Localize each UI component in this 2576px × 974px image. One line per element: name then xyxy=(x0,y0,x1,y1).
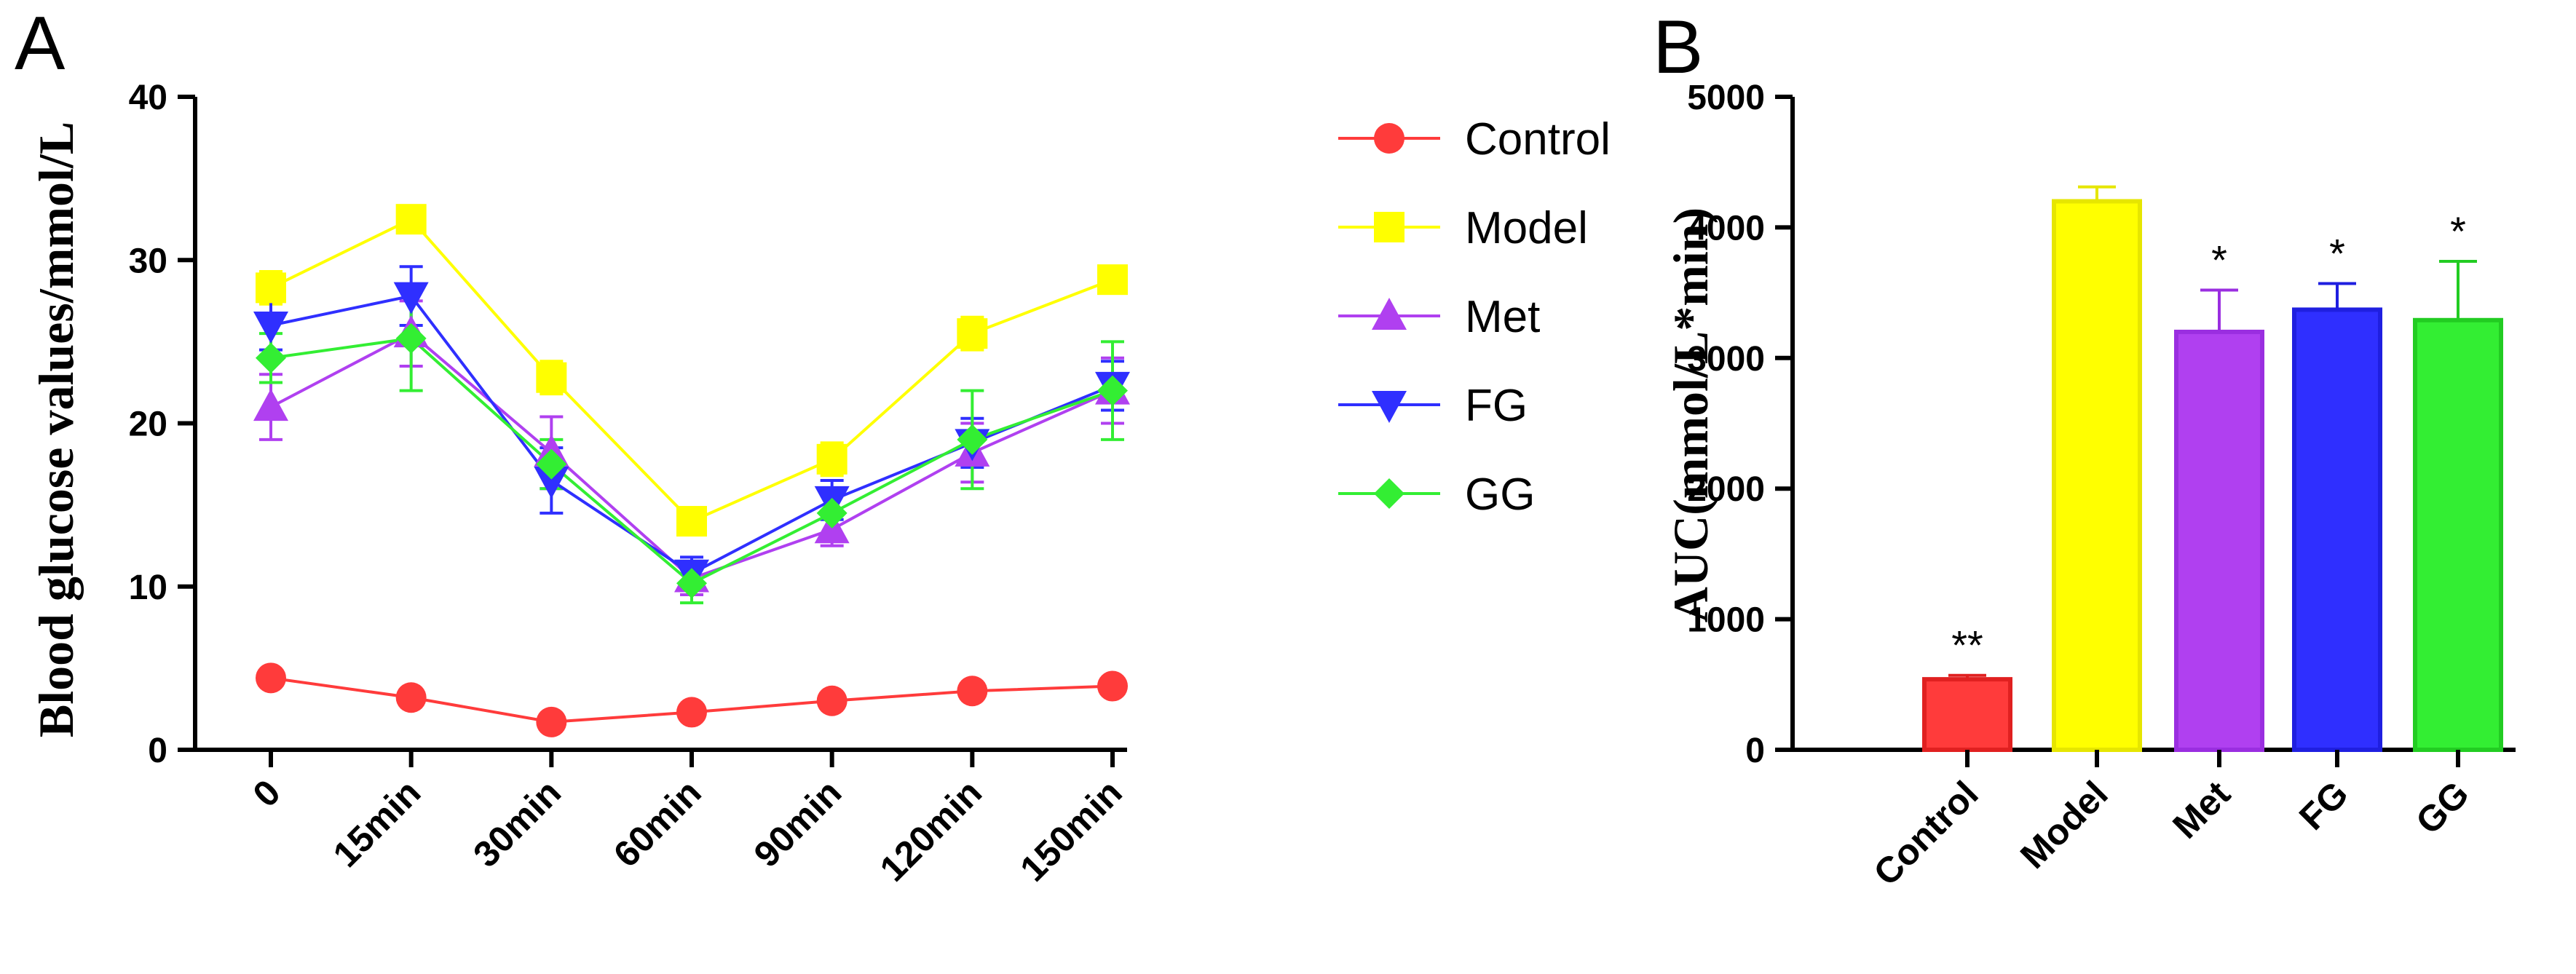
data-point-control xyxy=(816,685,848,716)
panel-a-y-tick-label: 20 xyxy=(129,405,167,444)
data-point-gg xyxy=(676,568,707,599)
panel-b-y-tick-label: 5000 xyxy=(1687,79,1765,117)
significance-met: * xyxy=(2211,237,2227,283)
data-point-control xyxy=(536,706,567,737)
panel-a-y-tick-label: 30 xyxy=(129,242,167,280)
data-point-fg xyxy=(534,466,569,499)
data-point-model xyxy=(395,204,427,235)
data-point-control xyxy=(676,697,707,728)
panel-a-error-bars xyxy=(259,207,1124,727)
panel-a-line-chart: A Blood glucose values/mmol/L 010203040 … xyxy=(15,1,1130,890)
significance-control: ** xyxy=(1951,622,1983,668)
legend-label-gg: GG xyxy=(1465,470,1535,520)
panel-b-y-tick-label: 3000 xyxy=(1687,340,1765,379)
panel-a-x-tick-label: 120min xyxy=(872,772,989,889)
panel-b-letter: B xyxy=(1653,5,1703,90)
panel-b-x-tick-label: GG xyxy=(2408,773,2477,842)
panel-a-y-tick-label: 0 xyxy=(148,732,167,770)
data-point-gg xyxy=(536,448,567,480)
panel-b-x-tick-label: Met xyxy=(2165,773,2238,847)
panel-a-y-axis-title: Blood glucose values/mmol/L xyxy=(28,122,84,737)
panel-b-y-tick-label: 1000 xyxy=(1687,601,1765,640)
legend-marker-fg xyxy=(1372,391,1407,423)
series-line-model xyxy=(270,217,1113,523)
panel-b-x-tick-label: Control xyxy=(1866,773,1986,893)
panel-b-y-tick-label: 4000 xyxy=(1687,209,1765,248)
legend-marker-gg xyxy=(1374,478,1404,509)
panel-a-x-tick-labels: 0 15min 30min 60min 90min 120min 150min xyxy=(245,750,1130,890)
data-point-gg xyxy=(1097,375,1128,406)
panel-a-x-tick-label: 150min xyxy=(1012,772,1129,889)
panel-b-y-tick-label: 2000 xyxy=(1687,470,1765,509)
panel-b-bar-chart: B AUC(mmol/L*min) 010002000300040005000 … xyxy=(1653,5,2516,893)
bar-met xyxy=(2174,329,2264,753)
legend: Control Model Met FG GG xyxy=(1338,114,1611,520)
data-point-control xyxy=(957,676,988,707)
panel-a-letter: A xyxy=(15,1,66,86)
data-point-gg xyxy=(395,322,427,354)
panel-b-x-tick-label: FG xyxy=(2291,773,2356,838)
legend-label-fg: FG xyxy=(1465,381,1528,431)
legend-marker-control xyxy=(1374,123,1404,154)
data-point-model xyxy=(957,318,988,349)
data-point-control xyxy=(1097,670,1128,702)
legend-marker-met xyxy=(1372,298,1407,330)
legend-label-model: Model xyxy=(1465,203,1588,253)
panel-a-markers xyxy=(253,204,1130,737)
data-point-gg xyxy=(957,424,988,455)
panel-b-y-tick-label: 0 xyxy=(1745,732,1765,770)
panel-a-y-tick-label: 40 xyxy=(129,79,167,117)
data-point-met xyxy=(253,389,288,421)
panel-a-x-tick-label: 0 xyxy=(245,772,288,815)
data-point-fg xyxy=(253,311,288,344)
panel-b-x-tick-labels: Control Model Met FG GG xyxy=(1866,750,2477,893)
data-point-model xyxy=(536,362,567,393)
panel-a-axes: 0 10 20 30 40 xyxy=(129,79,1127,770)
legend-marker-model xyxy=(1374,212,1404,242)
bar-control xyxy=(1922,677,2012,753)
legend-label-control: Control xyxy=(1465,114,1611,165)
panel-b-x-tick-label: Model xyxy=(2012,773,2116,876)
panel-b-axes: 0 1000 2000 3000 4000 5000 xyxy=(1687,79,2516,770)
bar-gg xyxy=(2413,317,2503,752)
panel-a-x-tick-label: 30min xyxy=(465,772,569,875)
legend-label-met: Met xyxy=(1465,292,1540,342)
data-point-model xyxy=(256,272,286,304)
panel-a-series-lines xyxy=(270,217,1113,724)
data-point-control xyxy=(256,662,286,694)
panel-b-y-axis-title: AUC(mmol/L*min) xyxy=(1663,207,1718,622)
data-point-model xyxy=(1097,264,1128,296)
panel-b-bars: *** * * xyxy=(1922,185,2503,753)
series-line-met xyxy=(270,331,1113,580)
data-point-gg xyxy=(256,342,286,373)
panel-a-x-tick-label: 60min xyxy=(606,772,709,875)
data-point-model xyxy=(676,506,707,537)
significance-gg: * xyxy=(2450,208,2466,254)
panel-a-y-tick-label: 10 xyxy=(129,569,167,607)
bar-fg xyxy=(2292,307,2382,752)
panel-a-x-tick-label: 90min xyxy=(746,772,850,875)
data-point-gg xyxy=(816,497,848,528)
bar-model xyxy=(2052,199,2142,752)
data-point-fg xyxy=(393,282,429,314)
data-point-model xyxy=(816,443,848,475)
data-point-control xyxy=(395,682,427,713)
panel-a-x-tick-label: 15min xyxy=(325,772,429,875)
significance-fg: * xyxy=(2329,231,2345,277)
